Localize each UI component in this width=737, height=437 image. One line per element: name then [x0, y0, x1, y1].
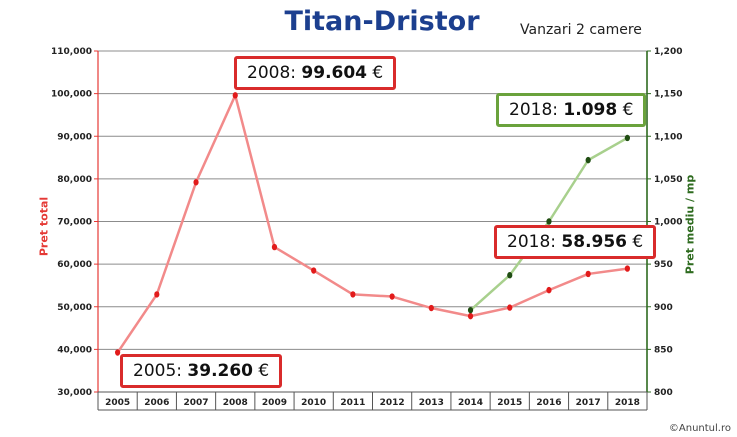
left-axis-label: Pret total — [37, 196, 51, 257]
right-tick-label: 900 — [654, 303, 673, 313]
copyright-text: ©Anuntul.ro — [668, 423, 731, 434]
data-point-pret-total — [232, 92, 238, 99]
x-tick-label: 2011 — [340, 398, 365, 408]
data-point-pret-mp — [585, 156, 591, 164]
callout-2008-value: 99.604 — [301, 63, 368, 83]
right-axis-label: Pret mediu / mp — [683, 174, 697, 275]
right-tick-label: 1,050 — [654, 175, 682, 185]
x-tick-label: 2018 — [615, 398, 640, 408]
callout-2018-mp-value: 1.098 — [563, 100, 618, 120]
data-point-pret-total — [428, 304, 434, 312]
data-point-pret-mp — [546, 218, 552, 225]
data-point-pret-total — [193, 179, 199, 186]
right-tick-label: 1,200 — [654, 47, 682, 57]
callout-2008-currency: € — [372, 63, 384, 83]
x-tick-label: 2015 — [497, 398, 522, 408]
callout-2008: 2008: 99.604 € — [234, 56, 397, 90]
data-point-pret-total — [311, 267, 317, 274]
right-tick-label: 1,100 — [654, 132, 682, 142]
data-point-pret-total — [507, 304, 513, 311]
callout-2005-year: 2005: — [133, 361, 182, 381]
data-point-pret-mp — [467, 306, 474, 314]
callout-2018-total-currency: € — [632, 232, 644, 252]
data-point-pret-total — [389, 293, 395, 300]
data-point-pret-mp — [624, 134, 630, 142]
x-tick-label: 2014 — [458, 398, 483, 408]
right-tick-label: 1,000 — [654, 218, 682, 228]
callout-2018-total: 2018: 58.956 € — [494, 225, 657, 259]
left-tick-label: 30,000 — [57, 388, 92, 398]
data-point-pret-total — [624, 265, 630, 272]
x-tick-label: 2013 — [419, 398, 444, 408]
x-tick-label: 2016 — [536, 398, 561, 408]
left-tick-label: 60,000 — [57, 260, 92, 270]
data-point-pret-mp — [507, 272, 513, 279]
callout-2005: 2005: 39.260 € — [120, 354, 283, 388]
left-tick-label: 40,000 — [57, 345, 92, 355]
callout-2008-year: 2008: — [247, 63, 296, 83]
left-tick-label: 110,000 — [51, 47, 92, 57]
x-tick-label: 2006 — [144, 398, 169, 408]
data-point-pret-total — [585, 270, 591, 278]
left-tick-label: 90,000 — [57, 132, 92, 142]
x-tick-label: 2017 — [576, 398, 601, 408]
callout-2005-value: 39.260 — [187, 361, 254, 381]
x-tick-label: 2005 — [105, 398, 130, 408]
x-tick-label: 2009 — [262, 398, 287, 408]
data-point-pret-total — [546, 286, 552, 294]
x-tick-label: 2010 — [301, 398, 326, 408]
x-tick-label: 2007 — [184, 398, 209, 408]
data-point-pret-total — [350, 291, 356, 298]
callout-2018-mp: 2018: 1.098 € — [496, 93, 647, 127]
x-tick-label: 2012 — [380, 398, 405, 408]
chart-subtitle: Vanzari 2 camere — [520, 22, 642, 38]
data-point-pret-total — [467, 312, 474, 320]
callout-2018-total-value: 58.956 — [561, 232, 628, 252]
callout-2018-mp-year: 2018: — [509, 100, 558, 120]
right-tick-label: 850 — [654, 345, 673, 355]
series-line-pret-total — [116, 94, 628, 354]
left-tick-label: 100,000 — [51, 90, 92, 100]
callout-2018-total-year: 2018: — [507, 232, 556, 252]
chart-title: Titan-Dristor — [284, 6, 480, 37]
callout-2018-mp-currency: € — [622, 100, 634, 120]
right-tick-label: 950 — [654, 260, 673, 270]
left-tick-label: 70,000 — [57, 218, 92, 228]
data-point-pret-total — [115, 349, 121, 356]
right-tick-label: 800 — [654, 388, 673, 398]
left-tick-label: 50,000 — [57, 303, 92, 313]
right-tick-label: 1,150 — [654, 90, 682, 100]
data-point-pret-total — [154, 291, 160, 298]
data-point-pret-total — [271, 243, 278, 251]
callout-2005-currency: € — [258, 361, 270, 381]
x-tick-label: 2008 — [223, 398, 248, 408]
left-tick-label: 80,000 — [57, 175, 92, 185]
